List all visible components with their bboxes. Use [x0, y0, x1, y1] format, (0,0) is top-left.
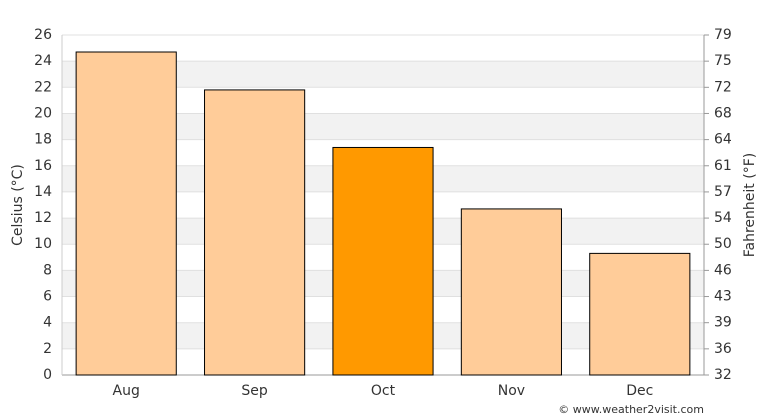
- x-tick-label: Dec: [626, 383, 653, 399]
- y2-tick-label: 50: [714, 236, 732, 252]
- bar: [75, 51, 177, 376]
- y-tick-label: 24: [34, 53, 52, 69]
- y2-tick-label: 43: [714, 289, 732, 305]
- y-tick-label: 4: [43, 315, 52, 331]
- bar: [460, 208, 562, 376]
- y-tick-label: 16: [34, 158, 52, 174]
- y-tick-label: 26: [34, 27, 52, 43]
- y-tick-label: 18: [34, 132, 52, 148]
- y2-tick-label: 79: [714, 27, 732, 43]
- y-tick-label: 8: [43, 262, 52, 278]
- y2-tick-label: 54: [714, 210, 732, 226]
- y-tick-label: 20: [34, 105, 52, 121]
- y2-tick-label: 68: [714, 105, 732, 121]
- y-tick-label: 12: [34, 210, 52, 226]
- x-tick-label: Nov: [498, 383, 525, 399]
- y-tick-label: 6: [43, 289, 52, 305]
- y2-tick-label: 39: [714, 315, 732, 331]
- bar: [589, 252, 691, 376]
- bar: [204, 89, 306, 376]
- credit: © www.weather2visit.com: [558, 403, 704, 416]
- y2-tick-label: 72: [714, 79, 732, 95]
- y-tick-label: 22: [34, 79, 52, 95]
- y2-tick-label: 75: [714, 53, 732, 69]
- x-tick-label: Oct: [371, 383, 396, 399]
- y2-tick-label: 36: [714, 341, 732, 357]
- y2-tick-label: 32: [714, 367, 732, 383]
- y-tick-label: 0: [43, 367, 52, 383]
- y-tick-label: 14: [34, 184, 52, 200]
- x-tick-label: Sep: [241, 383, 268, 399]
- y-tick-label: 2: [43, 341, 52, 357]
- y2-tick-label: 57: [714, 184, 732, 200]
- y2-axis-label: Fahrenheit (°F): [742, 153, 758, 257]
- y2-tick-label: 61: [714, 158, 732, 174]
- x-tick-label: Aug: [113, 383, 140, 399]
- y2-tick-label: 64: [714, 132, 732, 148]
- y-axis-label: Celsius (°C): [10, 164, 26, 246]
- y-tick-label: 10: [34, 236, 52, 252]
- bar: [332, 146, 434, 376]
- y2-tick-label: 46: [714, 262, 732, 278]
